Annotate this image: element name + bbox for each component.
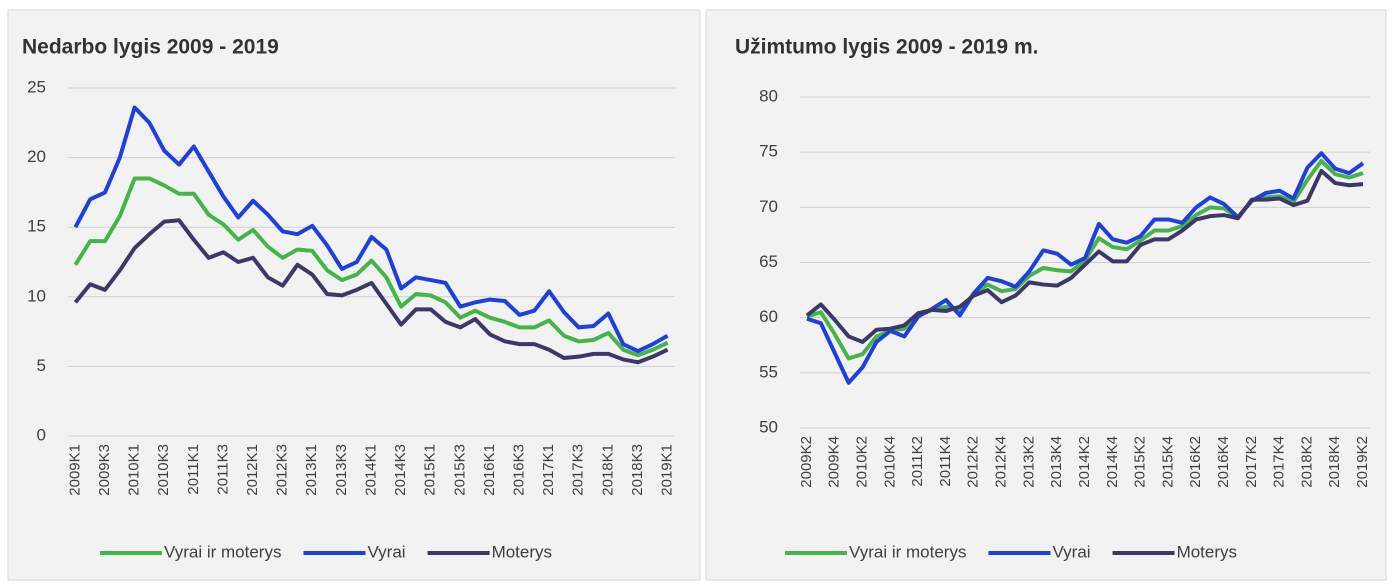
panel: [7, 9, 701, 581]
x-tick-label: 2009K4: [826, 436, 843, 488]
x-tick-label: 2016K3: [511, 444, 528, 496]
x-tick-label: 2017K1: [540, 444, 557, 496]
y-tick-label: 80: [759, 86, 778, 105]
y-tick-label: 25: [27, 77, 46, 96]
y-tick-label: 70: [759, 197, 778, 216]
x-tick-label: 2015K4: [1159, 436, 1176, 488]
series-line: [806, 151, 1365, 385]
x-tick-label: 2009K2: [798, 436, 815, 488]
y-tick-label: 65: [759, 252, 778, 271]
x-tick-label: 2011K3: [214, 444, 231, 495]
x-tick-label: 2018K2: [1298, 436, 1315, 488]
x-tick-label: 2014K4: [1104, 436, 1121, 488]
series-line: [805, 168, 1364, 344]
series-line: [73, 176, 669, 358]
legend-label: Vyrai: [1052, 542, 1090, 561]
series-line: [73, 218, 669, 365]
x-tick-label: 2011K1: [185, 444, 202, 495]
x-tick-label: 2016K2: [1187, 436, 1204, 488]
x-tick-label: 2018K1: [599, 444, 616, 496]
x-tick-label: 2012K4: [993, 436, 1010, 488]
y-tick-label: 20: [27, 147, 46, 166]
chart-title: Užimtumo lygis 2009 - 2019 m.: [735, 36, 1038, 59]
x-tick-label: 2017K2: [1243, 436, 1260, 488]
x-tick-label: 2015K1: [422, 444, 439, 496]
x-tick-label: 2013K1: [303, 444, 320, 496]
panel: [705, 9, 1387, 581]
x-tick-label: 2010K4: [881, 436, 898, 488]
x-tick-label: 2017K3: [570, 444, 587, 496]
x-tick-label: 2013K2: [1020, 436, 1037, 488]
x-tick-label: 2018K4: [1326, 436, 1343, 488]
y-tick-label: 60: [759, 307, 778, 326]
y-tick-label: 50: [759, 417, 778, 436]
x-tick-label: 2012K2: [965, 436, 982, 488]
x-tick-label: 2018K3: [629, 444, 646, 496]
legend-label: Moterys: [1177, 542, 1237, 561]
y-tick-label: 5: [37, 356, 46, 375]
y-tick-label: 75: [759, 142, 778, 161]
x-tick-label: 2012K1: [244, 444, 261, 496]
legend-label: Vyrai ir moterys: [164, 542, 281, 561]
x-tick-label: 2011K2: [909, 436, 926, 487]
y-tick-label: 55: [759, 362, 778, 381]
y-tick-label: 0: [37, 425, 46, 444]
x-tick-label: 2014K1: [362, 444, 379, 496]
x-tick-label: 2014K2: [1076, 436, 1093, 488]
x-tick-label: 2013K3: [333, 444, 350, 496]
x-tick-label: 2016K4: [1215, 436, 1232, 488]
x-tick-label: 2014K3: [392, 444, 409, 496]
x-tick-label: 2009K1: [66, 444, 83, 496]
x-tick-label: 2019K2: [1354, 436, 1371, 488]
x-tick-label: 2019K1: [659, 444, 676, 496]
x-tick-label: 2011K4: [937, 436, 954, 487]
legend-label: Vyrai: [367, 542, 405, 561]
x-tick-label: 2012K3: [274, 444, 291, 496]
series-line: [73, 105, 669, 354]
legend-label: Moterys: [492, 542, 552, 561]
y-tick-label: 15: [27, 217, 46, 236]
x-tick-label: 2017K4: [1271, 436, 1288, 488]
x-tick-label: 2010K2: [854, 436, 871, 488]
chart-title: Nedarbo lygis 2009 - 2019: [22, 36, 279, 59]
legend-label: Vyrai ir moterys: [849, 542, 966, 561]
x-tick-label: 2015K3: [451, 444, 468, 496]
x-tick-label: 2009K3: [96, 444, 113, 496]
x-tick-label: 2016K1: [481, 444, 498, 496]
x-tick-label: 2013K4: [1048, 436, 1065, 488]
x-tick-label: 2010K1: [126, 444, 143, 496]
x-tick-label: 2015K2: [1132, 436, 1149, 488]
x-tick-label: 2010K3: [155, 444, 172, 496]
y-tick-label: 10: [27, 286, 46, 305]
